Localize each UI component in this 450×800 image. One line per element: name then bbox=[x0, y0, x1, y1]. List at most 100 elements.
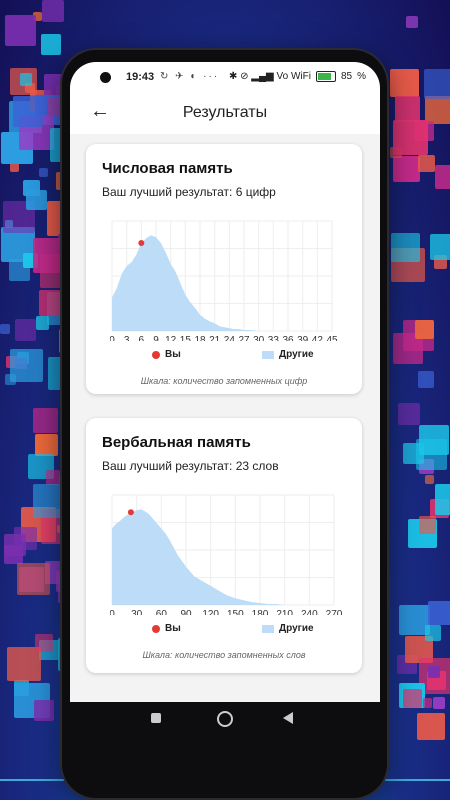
back-triangle-icon[interactable] bbox=[283, 712, 293, 724]
background-tile bbox=[26, 190, 47, 211]
x-tick-label: 270 bbox=[326, 609, 342, 615]
background-tile bbox=[39, 167, 49, 177]
background-tile bbox=[405, 15, 419, 29]
x-tick-label: 120 bbox=[202, 609, 219, 615]
you-point bbox=[138, 240, 145, 246]
background-tile bbox=[424, 475, 434, 485]
background-tile bbox=[390, 69, 419, 98]
status-time: 19:43 bbox=[126, 71, 155, 83]
arrow-left-icon[interactable]: ← bbox=[90, 100, 110, 122]
background-tile bbox=[417, 712, 445, 741]
red-dot-icon bbox=[152, 624, 160, 633]
background-tile bbox=[40, 34, 62, 55]
card-best-result: Ваш лучший результат: 6 цифр bbox=[102, 185, 276, 199]
x-tick-label: 27 bbox=[238, 335, 250, 341]
background-tile bbox=[4, 15, 37, 47]
home-icon[interactable] bbox=[217, 711, 233, 727]
red-dot-icon bbox=[152, 350, 160, 359]
verbal-memory-card: Вербальная память Ваш лучший результат: … bbox=[86, 418, 362, 673]
numeric-memory-chart: 0 3 6 9 12 15 18 21 24 27 30 33 36 39 42 45 bbox=[110, 220, 338, 341]
front-camera bbox=[100, 72, 111, 83]
series-area-others bbox=[112, 509, 334, 605]
results-content[interactable]: Числовая память Ваш лучший результат: 6 … bbox=[70, 134, 380, 702]
x-tick-label: 30 bbox=[131, 609, 143, 615]
x-tick-label: 39 bbox=[297, 335, 309, 341]
x-tick-label: 12 bbox=[165, 335, 177, 341]
x-tick-label: 21 bbox=[209, 335, 221, 341]
background-tile bbox=[399, 604, 430, 635]
x-tick-label: 45 bbox=[326, 335, 338, 341]
background-tile bbox=[33, 408, 59, 434]
x-tick-label: 60 bbox=[156, 609, 168, 615]
background-tile bbox=[417, 371, 435, 388]
card-best-result: Ваш лучший результат: 23 слов bbox=[102, 459, 279, 473]
background-tile bbox=[35, 434, 58, 457]
background-tile bbox=[429, 233, 450, 261]
battery-icon bbox=[315, 71, 336, 82]
background-tile bbox=[434, 483, 450, 515]
you-point bbox=[127, 509, 134, 516]
x-tick-label: 18 bbox=[194, 335, 206, 341]
notification-icons: ↻ ✈ ◐ ··· bbox=[160, 71, 220, 82]
background-tile bbox=[403, 688, 423, 708]
scale-note: Шкала: количество запомненных слов bbox=[142, 650, 306, 660]
phone-screen: 19:43 ↻ ✈ ◐ ··· ✱ ⊘ ▂▄▆ Vo WiFi 85% ← Ре… bbox=[70, 62, 380, 702]
background-tile bbox=[434, 164, 450, 190]
background-tile bbox=[9, 349, 43, 383]
x-tick-label: 15 bbox=[180, 335, 192, 341]
verbal-memory-chart: 0 30 60 90 120 150 180 210 240 270 bbox=[110, 494, 342, 615]
background-tile bbox=[41, 0, 64, 22]
background-tile bbox=[33, 700, 55, 721]
battery-text: 85 bbox=[340, 71, 353, 82]
x-tick-label: 210 bbox=[276, 609, 293, 615]
x-tick-label: 0 bbox=[110, 609, 115, 615]
x-tick-label: 33 bbox=[268, 335, 280, 341]
signal-icons: ✱ ⊘ ▂▄▆ Vo WiFi bbox=[228, 71, 311, 82]
background-tile bbox=[415, 319, 435, 339]
background-tile bbox=[424, 624, 441, 641]
background-tile bbox=[427, 665, 440, 678]
background-tile bbox=[391, 233, 421, 262]
blue-square-icon bbox=[262, 624, 274, 633]
x-tick-label: 90 bbox=[180, 609, 192, 615]
x-tick-label: 30 bbox=[253, 335, 265, 341]
x-tick-label: 0 bbox=[110, 335, 115, 341]
recent-apps-icon[interactable] bbox=[151, 713, 161, 723]
x-tick-label: 42 bbox=[312, 335, 324, 341]
background-tile bbox=[427, 601, 450, 626]
background-tile bbox=[47, 98, 66, 117]
x-tick-label: 240 bbox=[301, 609, 318, 615]
status-bar: 19:43 ↻ ✈ ◐ ··· ✱ ⊘ ▂▄▆ Vo WiFi 85% bbox=[70, 62, 380, 94]
x-tick-label: 6 bbox=[139, 335, 145, 341]
page-title: Результаты bbox=[182, 104, 268, 121]
background-tile bbox=[10, 163, 19, 172]
legend-others: Другие bbox=[262, 349, 314, 360]
background-tile bbox=[393, 156, 420, 183]
background-tile bbox=[418, 516, 437, 534]
background-tile bbox=[394, 96, 421, 123]
numeric-memory-card: Числовая память Ваш лучший результат: 6 … bbox=[86, 144, 362, 394]
background-tile bbox=[0, 324, 10, 335]
scale-note: Шкала: количество запомненных цифр bbox=[140, 376, 308, 386]
background-tile bbox=[423, 68, 450, 100]
background-tile bbox=[34, 634, 53, 653]
legend-others: Другие bbox=[262, 623, 314, 634]
background-tile bbox=[32, 12, 42, 21]
background-tile bbox=[57, 524, 67, 534]
background-tile bbox=[45, 470, 61, 485]
background-tile bbox=[397, 403, 420, 426]
x-tick-label: 3 bbox=[124, 335, 130, 341]
background-tile bbox=[424, 96, 450, 125]
background-tile bbox=[36, 316, 50, 330]
background-tile bbox=[17, 562, 50, 596]
background-tile bbox=[12, 96, 44, 127]
background-tile bbox=[3, 544, 24, 565]
background-tile bbox=[422, 698, 432, 708]
nav-bar bbox=[70, 702, 380, 736]
background-tile bbox=[33, 483, 68, 519]
background-tile bbox=[19, 73, 32, 86]
background-tile bbox=[432, 697, 445, 709]
blue-square-icon bbox=[262, 350, 274, 359]
x-tick-label: 24 bbox=[224, 335, 236, 341]
x-tick-label: 150 bbox=[227, 609, 244, 615]
